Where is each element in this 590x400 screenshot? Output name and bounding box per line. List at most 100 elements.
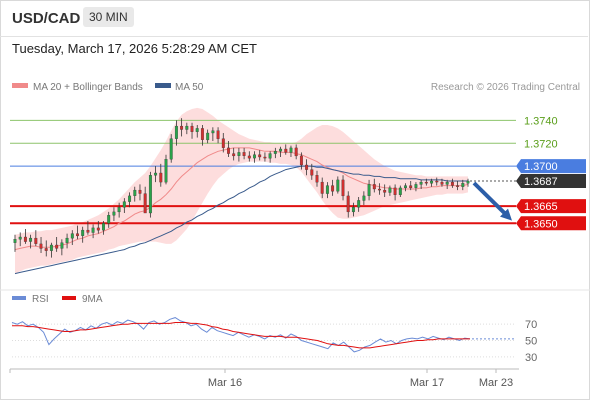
candle [273,147,277,159]
candle [133,186,137,202]
level-label-support: 1.3665 [524,201,558,213]
candle-body [23,236,27,242]
candle [409,181,413,191]
time-tick-label: Mar 16 [208,377,242,389]
candle [159,163,163,187]
candle-body [60,242,64,249]
candle [310,163,314,180]
candle-body [216,130,220,139]
candle-body [206,132,210,141]
candle [91,224,95,239]
candle-body [211,130,215,134]
candle [331,179,335,196]
candle [169,134,173,163]
candle [65,233,69,249]
candle-body [200,128,204,140]
candle-body [195,128,199,132]
candle [289,145,293,157]
candle-body [336,179,340,192]
candle [76,225,79,240]
rsi-line [11,317,471,353]
ma50-legend-label: MA 50 [175,82,204,93]
candle [268,151,272,163]
candle-body [180,125,184,130]
header-bar: USD/CAD 30 MIN [0,0,588,37]
candle-body [164,159,168,183]
candle-body [258,154,262,158]
candle-body [383,189,387,193]
candle [200,125,204,146]
candle [435,177,439,186]
candles [13,118,470,258]
candle-body [320,181,324,194]
timeframe-button[interactable]: 30 MIN [83,7,134,27]
candle-body [393,187,397,195]
candle [190,122,194,139]
candle-body [227,147,230,154]
candle [128,192,132,208]
candle [211,127,215,141]
candle-body [221,138,225,148]
candle-body [81,229,85,236]
candle [117,202,121,218]
candle-body [346,195,350,213]
candle-body [424,181,428,184]
level-label-bg [516,216,586,231]
candle [154,166,158,183]
candle [206,129,210,144]
candle-body [419,181,423,185]
candle [351,202,355,217]
candle-body [414,184,418,188]
bollinger-band [15,107,468,274]
ma50-legend-swatch [155,83,171,88]
candle [96,221,100,234]
candle [18,232,22,247]
candle [362,191,366,205]
candle [440,178,444,187]
candle [55,237,59,252]
candle [445,179,449,189]
candle [237,147,241,162]
date-line: Tuesday, March 17, 2026 5:28:29 AM CET [12,41,257,56]
candle-body [279,148,283,152]
candle [247,151,251,162]
candle-body [331,185,335,192]
candle-body [435,180,439,183]
candle [102,221,105,235]
candle-body [242,152,246,156]
candle [336,176,340,194]
level-label-resistance: 1.3720 [524,138,558,150]
candle [461,179,465,191]
candle [393,184,397,201]
ma50-line [14,165,468,275]
candle [164,154,168,185]
candle-body [190,125,194,132]
level-label-last-price: 1.3687 [524,176,558,188]
candle [39,237,43,253]
candle-body [289,147,293,153]
candle-body [237,152,241,156]
candle [325,182,329,199]
candle-body [133,189,137,196]
candle-body [185,125,189,130]
candle-body [253,154,256,159]
candle [185,122,189,135]
rsi-legend-swatch [12,296,26,300]
candle-body [388,187,392,193]
ma20-line [14,147,469,251]
candle [180,118,184,137]
candle [404,183,407,192]
candle [227,141,230,157]
candle [174,120,178,146]
candle-body [232,153,236,157]
candle [81,226,85,243]
candle [195,125,199,138]
candle-body [91,227,95,233]
candle-body [117,207,121,213]
rsi-panel: 70 50 30 [11,317,537,364]
level-label-bg [516,199,586,214]
candle [112,207,116,221]
candle [221,133,225,153]
candle-body [18,236,22,240]
candle-body [357,200,361,208]
